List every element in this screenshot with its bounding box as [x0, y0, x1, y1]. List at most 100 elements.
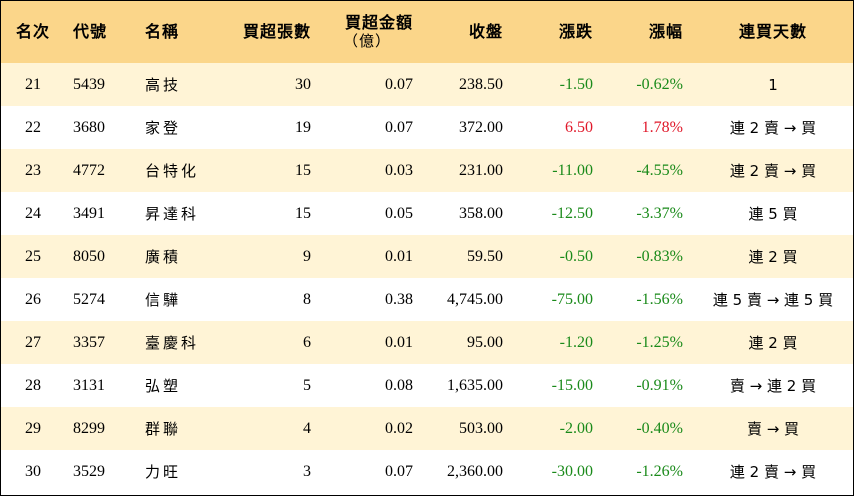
cell-change-pct: -1.25% — [636, 333, 683, 351]
header-consecutive-days: 連買天數 — [738, 22, 807, 41]
cell-consecutive-days: 連 2 買 — [748, 334, 798, 352]
cell-change-pct: 1.78% — [641, 118, 683, 136]
cell-close-price: 503.00 — [459, 419, 503, 437]
cell-net-buy-amount: 0.02 — [385, 419, 413, 437]
header-net-buy-amount-unit: （億） — [342, 32, 391, 50]
cell-rank: 30 — [25, 462, 41, 480]
table-row: 23 4772 台特化 15 0.03 231.00 -11.00 -4.55% 連 2 賣 →… — [1, 149, 853, 192]
cell-consecutive-days: 連 2 賣 → 買 — [729, 162, 817, 180]
cell-stock-code: 3491 — [73, 204, 105, 222]
header-code: 代號 — [73, 22, 108, 41]
cell-net-buy-lots: 3 — [303, 462, 311, 480]
cell-net-buy-lots: 19 — [295, 118, 311, 136]
cell-close-price: 231.00 — [459, 161, 503, 179]
cell-rank: 25 — [25, 247, 41, 265]
cell-net-buy-amount: 0.07 — [385, 462, 413, 480]
cell-net-buy-lots: 5 — [303, 376, 311, 394]
cell-net-buy-lots: 9 — [303, 247, 311, 265]
cell-stock-code: 3357 — [73, 333, 105, 351]
cell-close-price: 2,360.00 — [447, 462, 503, 480]
cell-net-buy-amount: 0.01 — [385, 333, 413, 351]
header-change: 漲跌 — [558, 22, 593, 41]
header-name: 名稱 — [145, 22, 180, 41]
cell-net-buy-amount: 0.07 — [385, 118, 413, 136]
cell-stock-code: 5439 — [73, 75, 105, 93]
cell-change-pct: -0.40% — [636, 419, 683, 437]
cell-rank: 29 — [25, 419, 41, 437]
cell-close-price: 95.00 — [467, 333, 503, 351]
cell-price-change: -30.00 — [551, 462, 593, 480]
cell-close-price: 238.50 — [459, 75, 503, 93]
table-row: 25 8050 廣積 9 0.01 59.50 -0.50 -0.83% 連 2 買 — [1, 235, 853, 278]
cell-stock-name: 群聯 — [145, 420, 182, 438]
cell-price-change: -0.50 — [559, 247, 593, 265]
cell-price-change: -15.00 — [551, 376, 593, 394]
cell-net-buy-amount: 0.05 — [385, 204, 413, 222]
header-row: 名次 代號 名稱 買超張數 買超金額 （億） 收盤 漲跌 漲幅 連買天數 — [1, 1, 853, 63]
cell-net-buy-lots: 15 — [295, 204, 311, 222]
cell-price-change: -2.00 — [559, 419, 593, 437]
cell-net-buy-amount: 0.03 — [385, 161, 413, 179]
cell-stock-name: 信驊 — [145, 291, 182, 309]
table-row: 28 3131 弘塑 5 0.08 1,635.00 -15.00 -0.91% 賣 → 連 2… — [1, 364, 853, 407]
cell-close-price: 1,635.00 — [447, 376, 503, 394]
cell-stock-code: 5274 — [73, 290, 105, 308]
cell-change-pct: -1.26% — [636, 462, 683, 480]
cell-stock-code: 8299 — [73, 419, 105, 437]
cell-consecutive-days: 連 5 買 — [748, 205, 798, 223]
cell-consecutive-days: 連 2 賣 → 買 — [729, 119, 817, 137]
cell-consecutive-days: 1 — [768, 75, 778, 94]
header-rank: 名次 — [15, 22, 50, 41]
cell-consecutive-days: 賣 → 連 2 買 — [729, 377, 817, 395]
cell-stock-name: 台特化 — [145, 162, 200, 180]
cell-change-pct: -0.83% — [636, 247, 683, 265]
table-row: 26 5274 信驊 8 0.38 4,745.00 -75.00 -1.56% 連 5 賣 →… — [1, 278, 853, 321]
cell-rank: 23 — [25, 161, 41, 179]
cell-change-pct: -0.62% — [636, 75, 683, 93]
table-body: 21 5439 高技 30 0.07 238.50 -1.50 -0.62% 1 22 3680 家登… — [1, 63, 853, 493]
cell-rank: 24 — [25, 204, 41, 222]
cell-price-change: -11.00 — [552, 161, 593, 179]
cell-stock-code: 3680 — [73, 118, 105, 136]
header-net-buy-amount: 買超金額 （億） — [321, 1, 423, 63]
table-row: 24 3491 昇達科 15 0.05 358.00 -12.50 -3.37% 連 5 買 — [1, 192, 853, 235]
cell-stock-name: 弘塑 — [145, 377, 182, 395]
table-row: 29 8299 群聯 4 0.02 503.00 -2.00 -0.40% 賣 → 買 — [1, 407, 853, 450]
header-net-buy-lots: 買超張數 — [242, 22, 311, 41]
table-row: 27 3357 臺慶科 6 0.01 95.00 -1.20 -1.25% 連 2 買 — [1, 321, 853, 364]
table-row: 22 3680 家登 19 0.07 372.00 6.50 1.78% 連 2 賣 → 買 — [1, 106, 853, 149]
cell-change-pct: -1.56% — [636, 290, 683, 308]
table-row: 30 3529 力旺 3 0.07 2,360.00 -30.00 -1.26% 連 2 賣 →… — [1, 450, 853, 493]
cell-net-buy-lots: 15 — [295, 161, 311, 179]
cell-change-pct: -3.37% — [636, 204, 683, 222]
cell-rank: 27 — [25, 333, 41, 351]
header-change-pct: 漲幅 — [648, 22, 683, 41]
cell-consecutive-days: 連 5 賣 → 連 5 買 — [712, 291, 834, 309]
cell-net-buy-lots: 8 — [303, 290, 311, 308]
cell-net-buy-lots: 30 — [295, 75, 311, 93]
cell-stock-code: 3529 — [73, 462, 105, 480]
table-row: 21 5439 高技 30 0.07 238.50 -1.50 -0.62% 1 — [1, 63, 853, 106]
cell-net-buy-amount: 0.38 — [385, 290, 413, 308]
cell-stock-name: 力旺 — [145, 463, 182, 481]
cell-net-buy-amount: 0.01 — [385, 247, 413, 265]
cell-consecutive-days: 連 2 賣 → 買 — [729, 463, 817, 481]
cell-price-change: 6.50 — [565, 118, 593, 136]
cell-change-pct: -4.55% — [636, 161, 683, 179]
cell-close-price: 59.50 — [467, 247, 503, 265]
cell-stock-code: 3131 — [73, 376, 105, 394]
cell-price-change: -75.00 — [551, 290, 593, 308]
cell-stock-name: 家登 — [145, 119, 182, 137]
cell-rank: 28 — [25, 376, 41, 394]
cell-stock-code: 8050 — [73, 247, 105, 265]
cell-close-price: 358.00 — [459, 204, 503, 222]
header-close: 收盤 — [468, 22, 503, 41]
cell-rank: 22 — [25, 118, 41, 136]
cell-close-price: 372.00 — [459, 118, 503, 136]
cell-stock-name: 高技 — [145, 76, 182, 94]
cell-price-change: -12.50 — [551, 204, 593, 222]
cell-net-buy-lots: 6 — [303, 333, 311, 351]
cell-change-pct: -0.91% — [636, 376, 683, 394]
